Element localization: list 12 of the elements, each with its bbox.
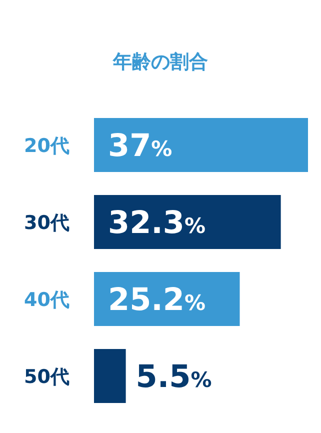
chart-title: 年齢の割合 bbox=[112, 51, 208, 73]
data-label: 37% bbox=[108, 128, 172, 164]
bar bbox=[94, 195, 281, 249]
bar bbox=[94, 118, 308, 172]
y-tick-label: 50代 bbox=[24, 366, 70, 388]
y-tick-label: 40代 bbox=[24, 289, 70, 311]
y-tick-label: 20代 bbox=[24, 135, 70, 157]
data-label: 5.5% bbox=[136, 359, 212, 395]
y-tick-label: 30代 bbox=[24, 212, 70, 234]
data-label: 25.2% bbox=[108, 282, 206, 318]
data-label: 32.3% bbox=[108, 205, 206, 241]
bar bbox=[94, 349, 126, 403]
